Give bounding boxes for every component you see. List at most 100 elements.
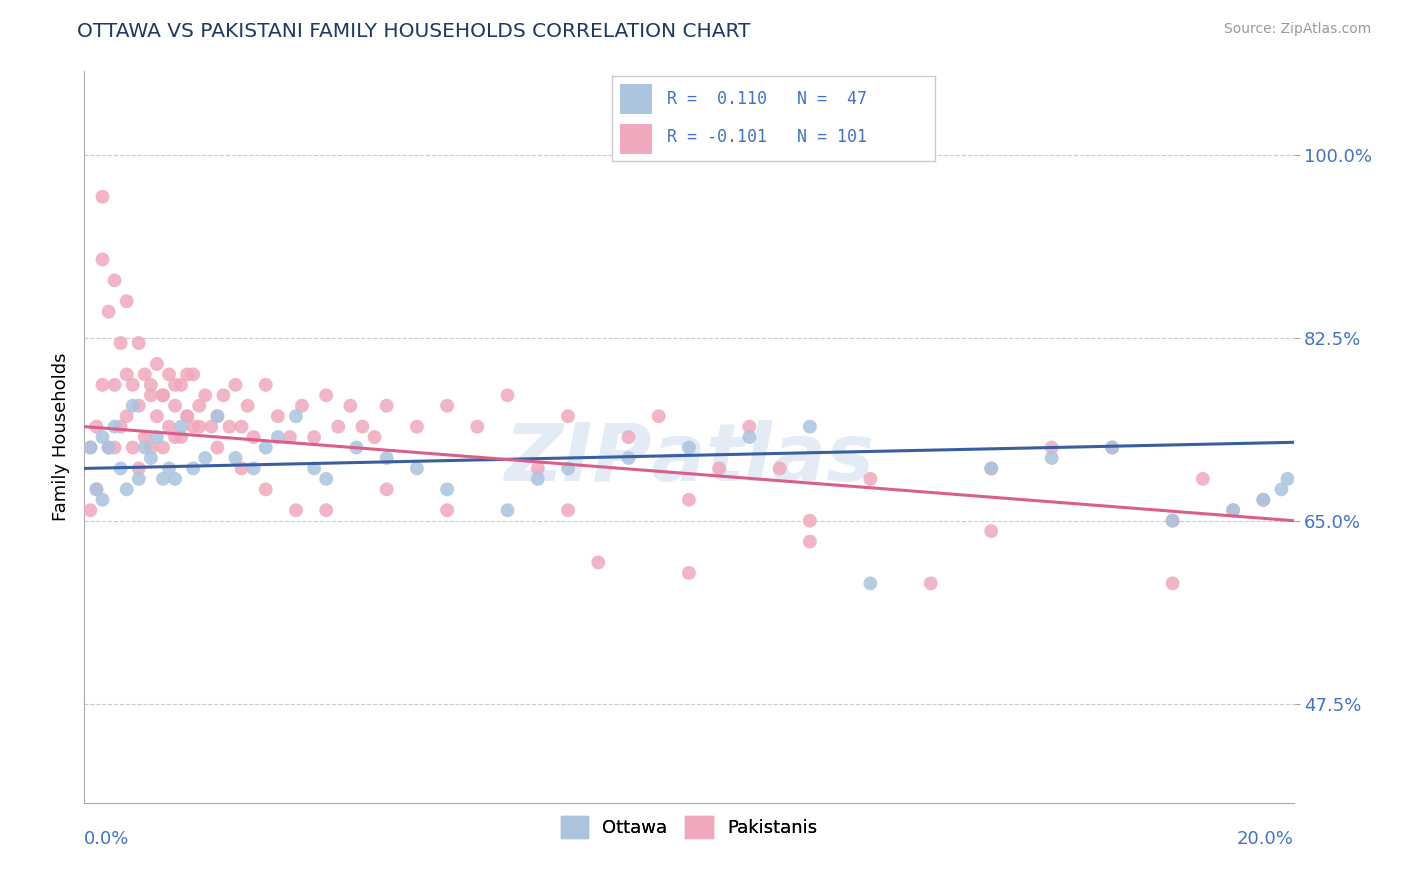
Point [302, 430, 325, 444]
Point [285, 503, 308, 517]
Point [110, 419, 132, 434]
Point [157, 368, 180, 382]
Point [254, 441, 277, 455]
Text: R = -0.101   N = 101: R = -0.101 N = 101 [666, 128, 866, 146]
Point [980, 461, 1002, 475]
Point [181, 419, 204, 434]
Point [254, 483, 277, 497]
Legend: Ottawa, Pakistanis: Ottawa, Pakistanis [554, 808, 824, 845]
Point [799, 534, 821, 549]
Point [152, 388, 174, 402]
Point [436, 483, 458, 497]
Point [1192, 472, 1215, 486]
Point [375, 399, 398, 413]
Point [104, 419, 127, 434]
Point [152, 388, 174, 402]
Point [302, 461, 325, 475]
Point [121, 377, 143, 392]
Point [170, 430, 193, 444]
Point [128, 336, 150, 351]
Point [115, 409, 138, 424]
Point [1277, 472, 1299, 486]
Point [1222, 503, 1244, 517]
FancyBboxPatch shape [620, 85, 652, 114]
Point [231, 461, 253, 475]
Point [1101, 441, 1123, 455]
Point [527, 461, 550, 475]
Point [157, 461, 180, 475]
Point [104, 377, 127, 392]
Point [231, 419, 253, 434]
Point [678, 441, 700, 455]
Point [165, 430, 187, 444]
Point [769, 461, 792, 475]
Point [128, 461, 150, 475]
Point [181, 368, 204, 382]
Point [920, 576, 942, 591]
Text: 20.0%: 20.0% [1237, 830, 1294, 848]
Point [79, 441, 101, 455]
Point [86, 483, 108, 497]
Point [91, 190, 114, 204]
Point [86, 419, 108, 434]
Y-axis label: Family Households: Family Households [52, 353, 70, 521]
Point [152, 441, 174, 455]
Point [436, 399, 458, 413]
Point [79, 441, 101, 455]
Point [859, 472, 882, 486]
Text: R =  0.110   N =  47: R = 0.110 N = 47 [666, 90, 866, 108]
Point [254, 377, 277, 392]
Point [328, 419, 350, 434]
Point [97, 441, 120, 455]
Text: ZIP​atlas: ZIP​atlas [503, 420, 875, 498]
Point [242, 461, 264, 475]
Point [176, 409, 198, 424]
Point [467, 419, 489, 434]
Point [165, 377, 187, 392]
Point [152, 472, 174, 486]
Point [170, 377, 193, 392]
Point [91, 377, 114, 392]
Point [110, 336, 132, 351]
Point [285, 409, 308, 424]
Point [104, 273, 127, 287]
Point [496, 503, 519, 517]
Point [363, 430, 385, 444]
Point [104, 441, 127, 455]
Point [557, 461, 579, 475]
Point [678, 566, 700, 580]
Point [86, 483, 108, 497]
Point [134, 430, 156, 444]
Point [139, 450, 162, 465]
Point [218, 419, 240, 434]
Point [352, 419, 374, 434]
Point [97, 304, 120, 318]
Point [176, 409, 198, 424]
Point [97, 441, 120, 455]
Point [1253, 492, 1275, 507]
Point [242, 430, 264, 444]
Point [738, 430, 761, 444]
Point [315, 503, 337, 517]
Point [375, 483, 398, 497]
FancyBboxPatch shape [620, 124, 652, 153]
Point [980, 461, 1002, 475]
Point [165, 472, 187, 486]
Point [1161, 576, 1184, 591]
Point [176, 368, 198, 382]
Point [1253, 492, 1275, 507]
Point [278, 430, 301, 444]
Point [527, 472, 550, 486]
Text: Source: ZipAtlas.com: Source: ZipAtlas.com [1223, 22, 1371, 37]
Point [121, 399, 143, 413]
Point [709, 461, 731, 475]
Point [315, 472, 337, 486]
Point [225, 450, 247, 465]
Point [1040, 441, 1063, 455]
Point [617, 450, 640, 465]
Point [91, 252, 114, 267]
Point [267, 409, 290, 424]
Point [648, 409, 671, 424]
Point [980, 524, 1002, 538]
Point [799, 419, 821, 434]
